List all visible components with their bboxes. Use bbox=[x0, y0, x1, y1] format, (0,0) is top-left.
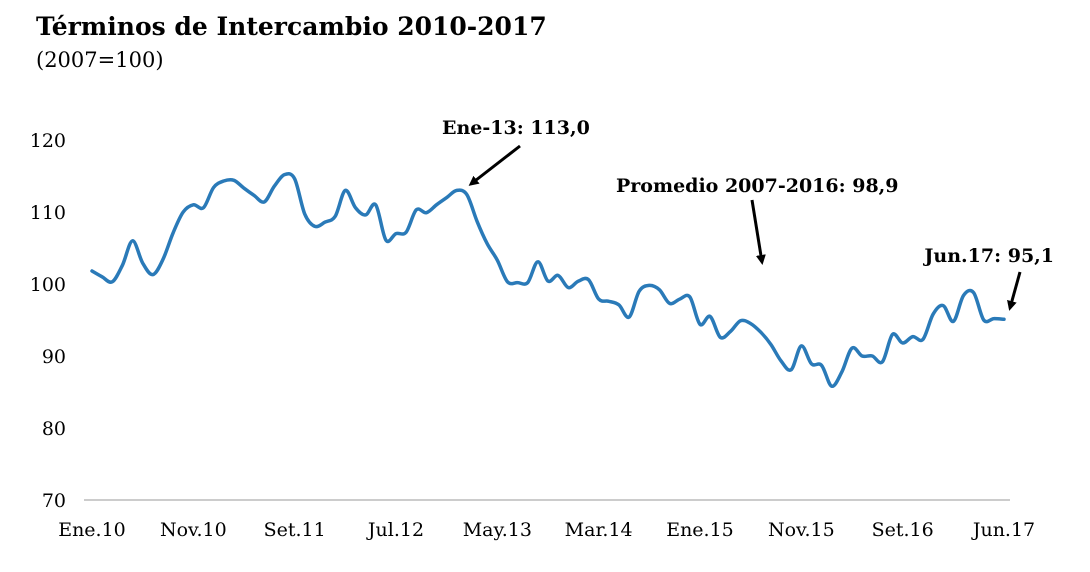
y-tick-label: 110 bbox=[30, 202, 66, 224]
annotation-label: Jun.17: 95,1 bbox=[922, 245, 1054, 267]
y-tick-label: 90 bbox=[42, 346, 66, 368]
x-tick-label: Nov.15 bbox=[768, 519, 835, 541]
series-line bbox=[90, 171, 1006, 388]
annotation-label: Promedio 2007-2016: 98,9 bbox=[616, 175, 899, 197]
x-axis-ticks: Ene.10 Nov.10 Set.11 Jul.12 May.13 Mar.14 Ene.… bbox=[58, 519, 1035, 541]
x-tick-label: Jun.17 bbox=[971, 519, 1035, 541]
chart-title: Términos de Intercambio 2010-2017 bbox=[36, 12, 547, 41]
y-tick-label: 70 bbox=[42, 490, 66, 512]
annotations: Ene-13: 113,0 Promedio 2007-2016: 98,9 Jun… bbox=[442, 117, 1054, 311]
annotation-arrow bbox=[1007, 271, 1022, 311]
y-tick-label: 80 bbox=[42, 418, 66, 440]
x-tick-label: Mar.14 bbox=[565, 519, 633, 541]
x-tick-label: Set.11 bbox=[264, 519, 326, 541]
x-tick-label: Ene.10 bbox=[58, 519, 126, 541]
y-tick-label: 120 bbox=[30, 130, 66, 152]
annotation-arrow bbox=[750, 199, 766, 265]
annotation-arrow bbox=[468, 144, 521, 186]
annotation-label: Ene-13: 113,0 bbox=[442, 117, 590, 139]
x-tick-label: Jul.12 bbox=[366, 519, 424, 541]
y-axis-ticks: 70 80 90 100 110 120 bbox=[30, 130, 66, 512]
x-tick-label: Ene.15 bbox=[666, 519, 734, 541]
x-tick-label: May.13 bbox=[463, 519, 532, 541]
y-tick-label: 100 bbox=[30, 274, 66, 296]
chart-subtitle: (2007=100) bbox=[36, 48, 164, 72]
x-tick-label: Nov.10 bbox=[160, 519, 227, 541]
x-tick-label: Set.16 bbox=[872, 519, 934, 541]
